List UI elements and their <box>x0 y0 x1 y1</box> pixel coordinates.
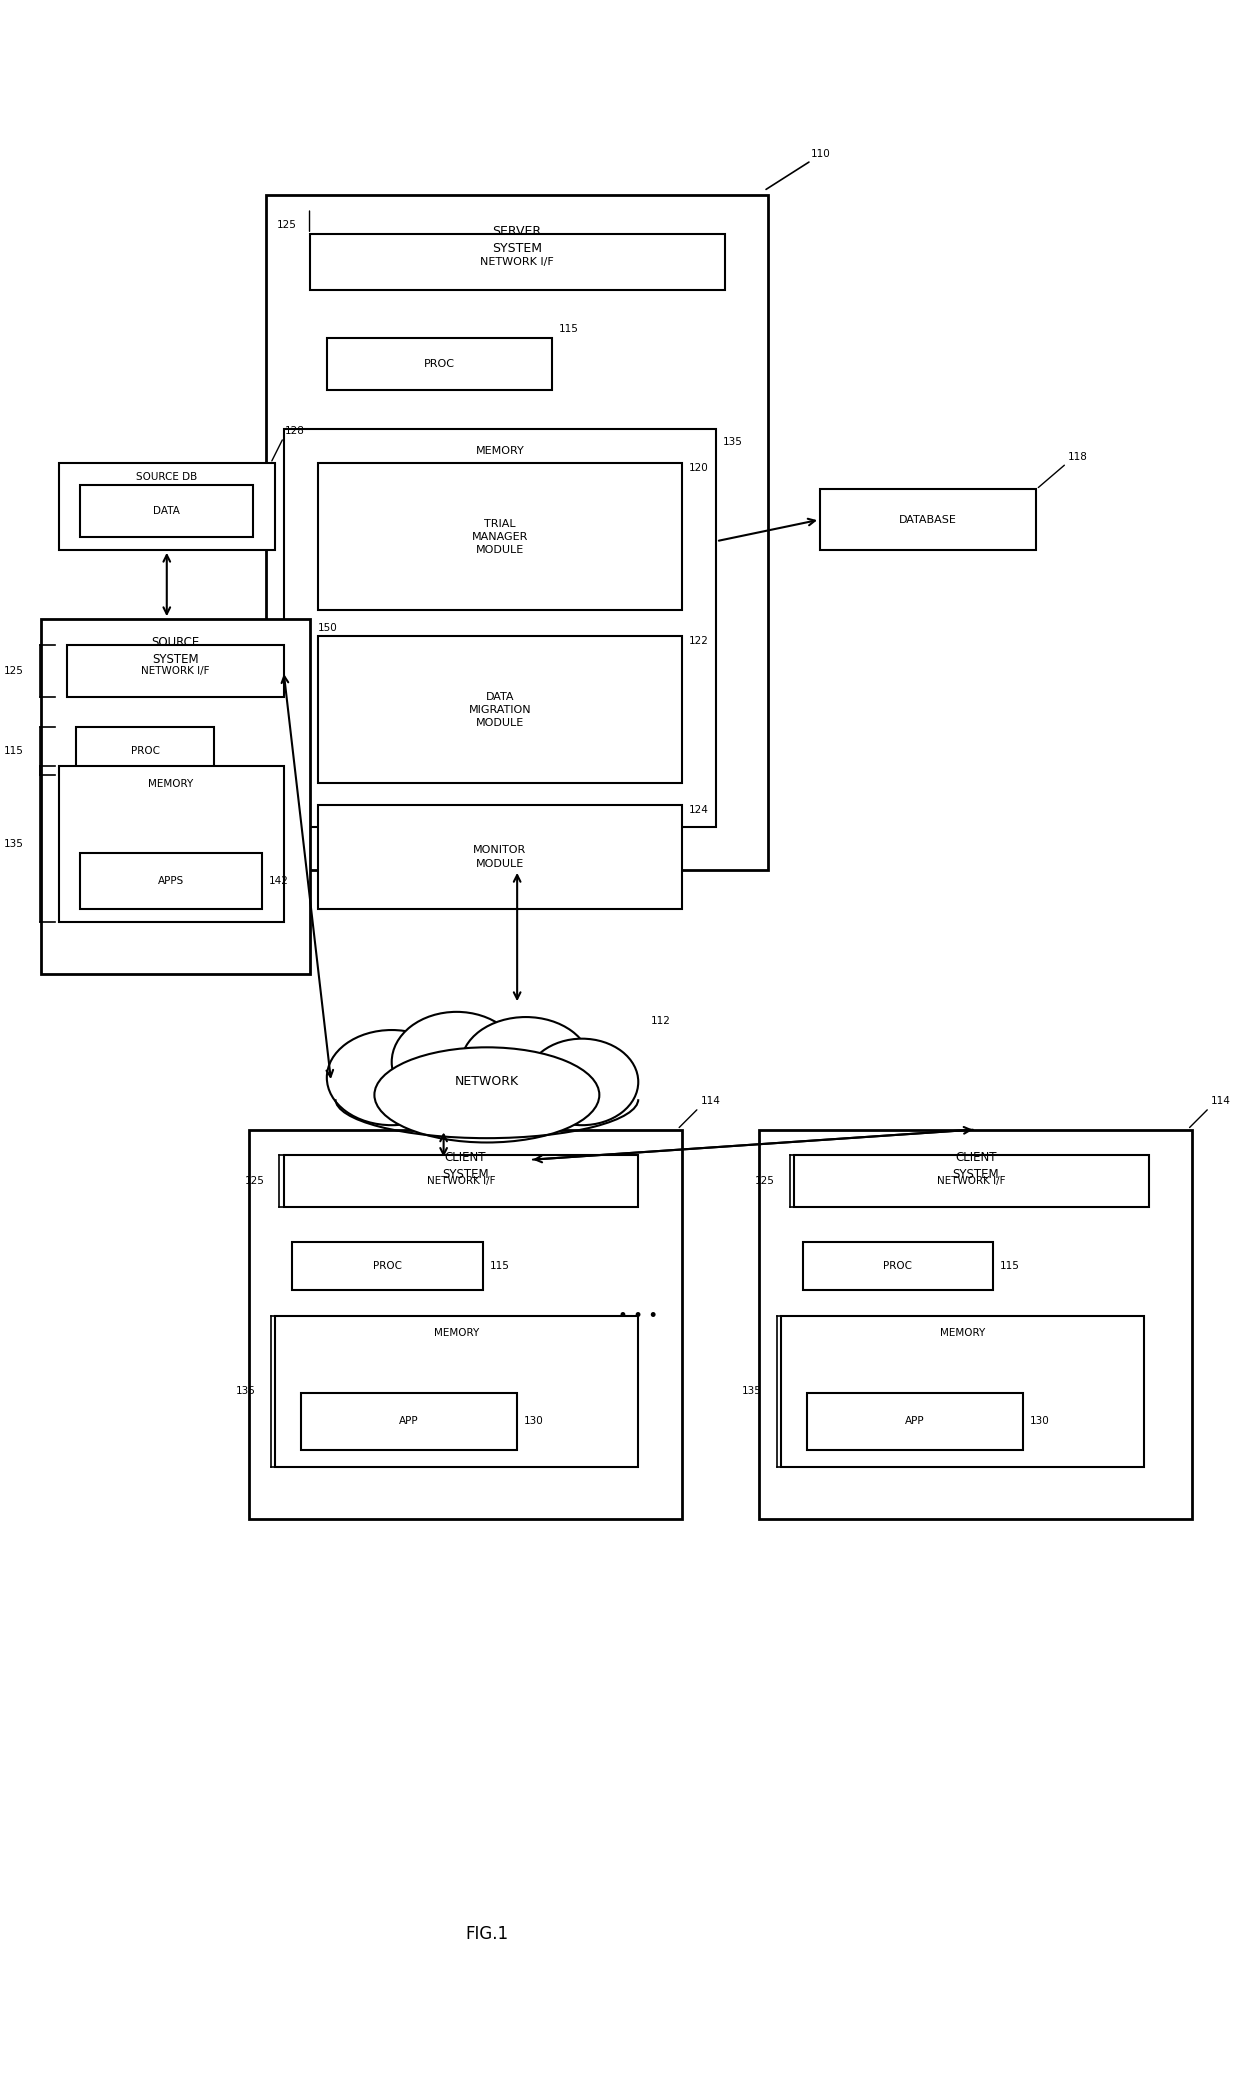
Text: 120: 120 <box>688 463 708 474</box>
Text: MONITOR
MODULE: MONITOR MODULE <box>474 845 527 868</box>
Bar <box>67 645 284 697</box>
Ellipse shape <box>392 1012 522 1112</box>
Text: 125: 125 <box>244 1177 264 1187</box>
Text: 110: 110 <box>811 148 831 159</box>
Bar <box>275 1316 639 1466</box>
Text: 142: 142 <box>269 876 289 887</box>
Text: DATA
MIGRATION
MODULE: DATA MIGRATION MODULE <box>469 693 531 728</box>
Bar <box>794 1156 1148 1208</box>
Text: DATA: DATA <box>154 507 180 515</box>
Bar <box>284 430 717 826</box>
Text: 125: 125 <box>277 219 296 229</box>
Text: NETWORK I/F: NETWORK I/F <box>427 1177 495 1187</box>
Text: PROC: PROC <box>373 1260 402 1270</box>
Text: DATABASE: DATABASE <box>899 515 957 524</box>
Text: SERVER
SYSTEM: SERVER SYSTEM <box>492 225 542 254</box>
Ellipse shape <box>327 1030 456 1124</box>
Text: 135: 135 <box>4 839 24 849</box>
Text: CLIENT
SYSTEM: CLIENT SYSTEM <box>952 1151 999 1181</box>
Text: APP: APP <box>399 1416 419 1427</box>
Text: TRIAL
MANAGER
MODULE: TRIAL MANAGER MODULE <box>471 519 528 555</box>
Bar <box>319 463 682 611</box>
Text: MEMORY: MEMORY <box>149 780 193 789</box>
Ellipse shape <box>461 1018 590 1112</box>
Text: • • •: • • • <box>619 1306 658 1325</box>
Text: 135: 135 <box>236 1387 255 1396</box>
Text: 114: 114 <box>701 1095 720 1106</box>
Bar <box>802 1241 993 1289</box>
Text: 130: 130 <box>1030 1416 1050 1427</box>
Bar <box>293 1241 482 1289</box>
Bar <box>310 234 724 290</box>
Bar <box>81 486 253 536</box>
Bar <box>284 1156 639 1208</box>
Text: NETWORK I/F: NETWORK I/F <box>937 1177 1006 1187</box>
Bar <box>58 766 284 922</box>
Text: MEMORY: MEMORY <box>940 1329 986 1339</box>
Bar <box>781 1316 1145 1466</box>
Bar <box>81 853 262 909</box>
Text: PROC: PROC <box>130 747 160 755</box>
Text: 115: 115 <box>999 1260 1019 1270</box>
Text: 125: 125 <box>4 665 24 676</box>
Ellipse shape <box>374 1047 599 1143</box>
Text: MEMORY: MEMORY <box>475 446 525 457</box>
Text: PROC: PROC <box>883 1260 913 1270</box>
Text: APP: APP <box>905 1416 925 1427</box>
Text: 114: 114 <box>1211 1095 1231 1106</box>
Text: NETWORK: NETWORK <box>455 1076 518 1089</box>
Bar <box>327 338 552 390</box>
Bar <box>319 636 682 784</box>
Text: 115: 115 <box>490 1260 510 1270</box>
Text: 135: 135 <box>742 1387 761 1396</box>
Text: 115: 115 <box>559 323 579 334</box>
Bar <box>759 1129 1192 1519</box>
Bar <box>319 805 682 909</box>
Text: PROC: PROC <box>424 359 455 369</box>
Text: FIG.1: FIG.1 <box>465 1925 508 1942</box>
Text: APPS: APPS <box>157 876 185 887</box>
Bar <box>58 463 275 551</box>
Text: NETWORK I/F: NETWORK I/F <box>141 665 210 676</box>
Text: SOURCE DB: SOURCE DB <box>136 471 197 482</box>
Bar <box>301 1393 517 1450</box>
Bar <box>76 728 215 774</box>
Text: 135: 135 <box>723 438 743 446</box>
Text: 112: 112 <box>651 1016 671 1026</box>
Text: MEMORY: MEMORY <box>434 1329 479 1339</box>
Text: 125: 125 <box>755 1177 775 1187</box>
Ellipse shape <box>526 1039 639 1124</box>
Bar <box>249 1129 682 1519</box>
Text: 122: 122 <box>688 636 708 647</box>
Bar <box>41 620 310 974</box>
Text: 115: 115 <box>4 747 24 755</box>
Text: 150: 150 <box>319 624 339 634</box>
Bar <box>267 196 768 870</box>
Bar <box>807 1393 1023 1450</box>
Bar <box>820 490 1037 551</box>
Text: 124: 124 <box>688 805 708 816</box>
Text: 130: 130 <box>525 1416 544 1427</box>
Text: CLIENT
SYSTEM: CLIENT SYSTEM <box>441 1151 489 1181</box>
Text: 118: 118 <box>1068 453 1087 461</box>
Text: NETWORK I/F: NETWORK I/F <box>480 257 554 267</box>
Text: 128: 128 <box>285 426 305 436</box>
Text: SOURCE
SYSTEM: SOURCE SYSTEM <box>151 636 200 665</box>
